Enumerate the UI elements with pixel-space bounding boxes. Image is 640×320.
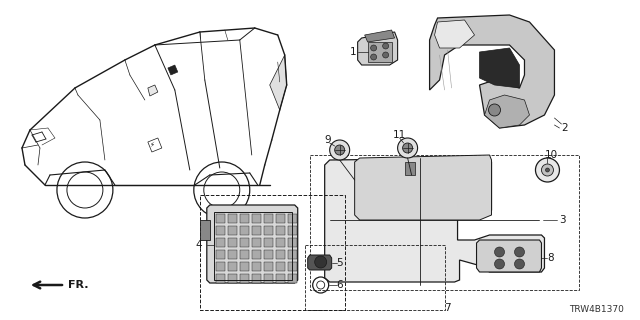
Circle shape xyxy=(495,247,504,257)
Circle shape xyxy=(488,104,500,116)
Bar xyxy=(264,250,273,259)
Polygon shape xyxy=(435,20,474,48)
Polygon shape xyxy=(168,65,178,75)
Polygon shape xyxy=(324,158,545,282)
Bar xyxy=(228,226,237,235)
Bar xyxy=(240,238,249,247)
Text: TRW4B1370: TRW4B1370 xyxy=(570,306,624,315)
Polygon shape xyxy=(355,155,492,220)
Circle shape xyxy=(383,52,388,58)
Bar xyxy=(305,245,445,310)
Bar xyxy=(288,238,297,247)
Bar xyxy=(252,274,260,283)
Bar xyxy=(252,226,260,235)
Bar xyxy=(216,274,225,283)
Bar xyxy=(228,262,237,271)
Bar xyxy=(200,195,345,310)
Bar xyxy=(216,214,225,223)
Bar xyxy=(216,226,225,235)
Circle shape xyxy=(330,140,349,160)
Text: 1: 1 xyxy=(349,47,356,57)
Text: ⚡: ⚡ xyxy=(150,142,155,148)
Bar xyxy=(276,226,285,235)
Bar xyxy=(228,274,237,283)
Circle shape xyxy=(397,138,417,158)
Bar xyxy=(240,214,249,223)
Bar xyxy=(264,274,273,283)
Polygon shape xyxy=(429,15,554,128)
Bar xyxy=(252,238,260,247)
Circle shape xyxy=(545,168,550,172)
Polygon shape xyxy=(479,48,520,88)
Polygon shape xyxy=(148,85,158,96)
Bar xyxy=(276,250,285,259)
Text: 11: 11 xyxy=(392,130,406,140)
Circle shape xyxy=(371,45,376,51)
Polygon shape xyxy=(358,32,397,65)
Polygon shape xyxy=(365,30,395,42)
Bar xyxy=(228,250,237,259)
Text: 4: 4 xyxy=(196,240,202,250)
Polygon shape xyxy=(477,240,541,272)
Circle shape xyxy=(515,259,525,269)
Circle shape xyxy=(495,259,504,269)
Text: 9: 9 xyxy=(324,135,332,145)
Bar xyxy=(252,214,260,223)
Bar xyxy=(214,212,292,280)
Bar xyxy=(240,226,249,235)
Circle shape xyxy=(371,54,376,60)
Bar xyxy=(264,214,273,223)
Polygon shape xyxy=(484,95,529,128)
Circle shape xyxy=(403,143,413,153)
Bar xyxy=(288,250,297,259)
Bar xyxy=(288,214,297,223)
Bar xyxy=(276,238,285,247)
Bar xyxy=(216,250,225,259)
Bar xyxy=(288,262,297,271)
Bar xyxy=(276,214,285,223)
Bar xyxy=(228,238,237,247)
Bar xyxy=(216,238,225,247)
Text: 7: 7 xyxy=(445,303,451,313)
Bar xyxy=(367,42,392,62)
Bar xyxy=(252,250,260,259)
Bar xyxy=(288,274,297,283)
Polygon shape xyxy=(308,255,332,270)
Circle shape xyxy=(335,145,345,155)
Circle shape xyxy=(315,256,326,268)
Bar xyxy=(310,155,579,290)
Text: 10: 10 xyxy=(545,150,557,160)
Circle shape xyxy=(383,43,388,49)
Bar xyxy=(276,274,285,283)
Circle shape xyxy=(536,158,559,182)
Text: FR.: FR. xyxy=(68,280,88,290)
Text: 5: 5 xyxy=(337,258,343,268)
Text: 2: 2 xyxy=(561,123,568,133)
Text: 3: 3 xyxy=(559,215,566,225)
Bar xyxy=(288,226,297,235)
Polygon shape xyxy=(207,205,298,283)
Bar xyxy=(264,262,273,271)
Circle shape xyxy=(541,164,554,176)
Bar xyxy=(264,226,273,235)
Bar xyxy=(216,262,225,271)
Bar xyxy=(252,262,260,271)
Bar xyxy=(240,262,249,271)
Bar xyxy=(228,214,237,223)
Bar xyxy=(240,274,249,283)
Bar xyxy=(240,250,249,259)
Text: 6: 6 xyxy=(337,280,343,290)
Circle shape xyxy=(515,247,525,257)
Polygon shape xyxy=(200,220,210,240)
Text: 8: 8 xyxy=(547,253,554,263)
Bar xyxy=(276,262,285,271)
Bar xyxy=(264,238,273,247)
Polygon shape xyxy=(404,162,415,175)
Polygon shape xyxy=(269,55,287,110)
